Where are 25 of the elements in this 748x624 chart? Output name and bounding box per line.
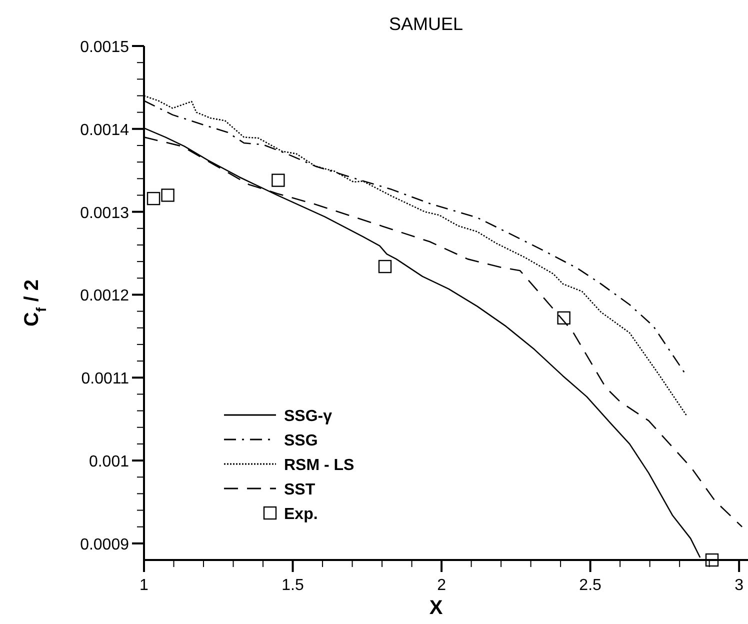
x-tick-label: 2.5	[579, 577, 602, 594]
chart-title: SAMUEL	[388, 14, 464, 34]
point	[146, 192, 160, 206]
legend-label: SSG	[284, 432, 318, 450]
x-tick-label: 3	[734, 577, 744, 594]
point	[378, 260, 392, 274]
y-tick-label: 0.0012	[80, 288, 130, 305]
legend-label: SSG-γ	[284, 408, 332, 425]
point	[272, 174, 285, 187]
x-tick-label: 2	[437, 577, 446, 594]
x-axis-title: X	[429, 597, 444, 619]
y-tick-label: 0.0013	[80, 204, 130, 222]
point	[705, 553, 719, 567]
y-tick-label: 0.0011	[81, 370, 130, 388]
legend-label: Exp.	[284, 506, 318, 523]
y-tick-label: 0.001	[88, 454, 130, 471]
legend-label: RSM - LS	[284, 457, 355, 474]
y-tick-label: 0.0009	[80, 536, 130, 554]
y-tick-label: 0.0014	[80, 122, 130, 139]
x-tick-label: 1	[140, 577, 149, 594]
point	[557, 311, 570, 325]
legend-label: SST	[284, 482, 316, 498]
y-tick-label: 0.0015	[80, 39, 130, 56]
point	[161, 188, 174, 202]
x-tick-label: 1.5	[282, 577, 304, 594]
